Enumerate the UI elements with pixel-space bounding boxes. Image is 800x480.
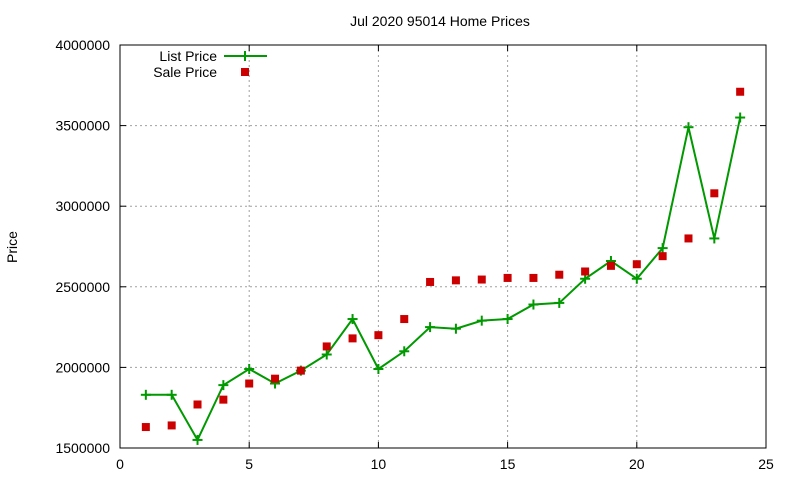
sale-price-series <box>141 87 745 432</box>
sale-price-point <box>555 270 564 279</box>
list-price-line <box>145 117 742 443</box>
list-price-point <box>399 346 410 357</box>
x-tick-label: 20 <box>629 456 645 472</box>
list-price-point <box>735 112 746 123</box>
y-tick-label: 3500000 <box>55 118 110 134</box>
list-price-point <box>631 273 642 284</box>
list-price-point <box>657 243 668 254</box>
list-price-point <box>244 364 255 375</box>
sale-price-point <box>477 275 486 284</box>
legend-label: Sale Price <box>153 64 217 80</box>
x-tick-label: 15 <box>500 456 516 472</box>
list-price-point <box>321 349 332 360</box>
axis-ticks: 0 5 10 15 20 25 1500000 2000000 2500000 3000000 35… <box>55 37 774 472</box>
y-tick-label: 4000000 <box>55 37 110 53</box>
legend-label: List Price <box>159 48 217 64</box>
list-price-point <box>502 314 513 325</box>
list-price-point <box>347 314 358 325</box>
sale-price-point <box>684 234 693 243</box>
chart-title: Jul 2020 95014 Home Prices <box>350 13 530 29</box>
x-tick-label: 25 <box>758 456 774 472</box>
sale-price-point <box>426 277 435 286</box>
sale-price-point <box>710 189 719 198</box>
sale-price-point <box>374 331 383 340</box>
sale-price-point <box>141 423 150 432</box>
list-price-point <box>709 233 720 244</box>
sale-price-point <box>245 379 254 388</box>
list-price-point <box>683 122 694 133</box>
x-tick-label: 0 <box>116 456 124 472</box>
list-price-series <box>140 112 746 445</box>
list-price-point <box>554 297 565 308</box>
x-tick-label: 5 <box>245 456 253 472</box>
list-price-point <box>373 364 384 375</box>
grid-lines <box>120 45 766 448</box>
list-price-point <box>218 380 229 391</box>
sale-price-point <box>296 366 305 375</box>
sale-price-point <box>219 395 228 404</box>
data-series <box>140 87 746 445</box>
y-tick-label: 2500000 <box>55 279 110 295</box>
legend-swatch-marker <box>241 68 249 76</box>
sale-price-point <box>322 342 331 351</box>
y-axis-label: Price <box>4 231 20 263</box>
list-price-point <box>425 322 436 333</box>
list-price-point <box>192 434 203 445</box>
sale-price-point <box>348 334 357 343</box>
list-price-point <box>166 389 177 400</box>
sale-price-point <box>632 260 641 269</box>
x-tick-label: 10 <box>371 456 387 472</box>
plot-frame <box>119 44 767 449</box>
list-price-point <box>476 315 487 326</box>
sale-price-point <box>736 87 745 96</box>
list-price-point <box>140 389 151 400</box>
sale-price-point <box>271 374 280 383</box>
list-price-point <box>528 299 539 310</box>
list-price-point <box>450 323 461 334</box>
sale-price-point <box>167 421 176 430</box>
y-tick-label: 1500000 <box>55 440 110 456</box>
sale-price-point <box>193 400 202 409</box>
y-tick-label: 3000000 <box>55 198 110 214</box>
legend-swatch-marker <box>240 51 250 61</box>
sale-price-point <box>451 276 460 285</box>
sale-price-point <box>529 273 538 282</box>
sale-price-point <box>503 273 512 282</box>
sale-price-point <box>581 267 590 276</box>
sale-price-point <box>658 252 667 261</box>
sale-price-point <box>606 261 615 270</box>
sale-price-point <box>400 315 409 324</box>
y-tick-label: 2000000 <box>55 359 110 375</box>
